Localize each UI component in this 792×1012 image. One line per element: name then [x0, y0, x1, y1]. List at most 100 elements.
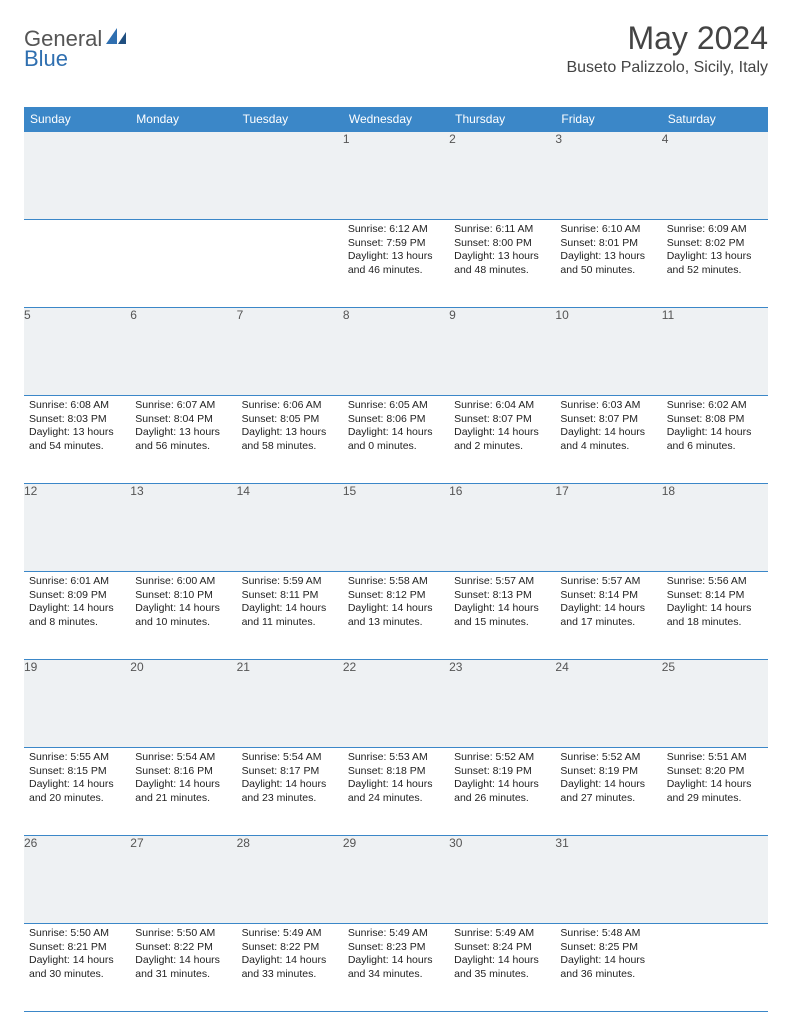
day-cell: Sunrise: 6:08 AMSunset: 8:03 PMDaylight:…	[24, 396, 130, 484]
day-cell: Sunrise: 5:54 AMSunset: 8:17 PMDaylight:…	[237, 748, 343, 836]
day-content: Sunrise: 5:56 AMSunset: 8:14 PMDaylight:…	[662, 572, 768, 634]
day-cell: Sunrise: 6:05 AMSunset: 8:06 PMDaylight:…	[343, 396, 449, 484]
day-number-cell	[130, 132, 236, 220]
day-number-cell: 11	[662, 308, 768, 396]
day-cell: Sunrise: 6:02 AMSunset: 8:08 PMDaylight:…	[662, 396, 768, 484]
day-cell	[130, 220, 236, 308]
day-cell: Sunrise: 6:03 AMSunset: 8:07 PMDaylight:…	[555, 396, 661, 484]
day-content: Sunrise: 6:04 AMSunset: 8:07 PMDaylight:…	[449, 396, 555, 458]
day-cell: Sunrise: 6:04 AMSunset: 8:07 PMDaylight:…	[449, 396, 555, 484]
day-content: Sunrise: 5:59 AMSunset: 8:11 PMDaylight:…	[237, 572, 343, 634]
weekday-header: Thursday	[449, 107, 555, 132]
day-cell: Sunrise: 5:52 AMSunset: 8:19 PMDaylight:…	[555, 748, 661, 836]
day-number-cell: 4	[662, 132, 768, 220]
logo-text-blue: Blue	[24, 46, 68, 71]
day-number-cell: 18	[662, 484, 768, 572]
day-number-cell: 27	[130, 836, 236, 924]
day-content: Sunrise: 5:54 AMSunset: 8:17 PMDaylight:…	[237, 748, 343, 810]
day-cell	[237, 220, 343, 308]
day-cell: Sunrise: 5:59 AMSunset: 8:11 PMDaylight:…	[237, 572, 343, 660]
day-cell: Sunrise: 5:52 AMSunset: 8:19 PMDaylight:…	[449, 748, 555, 836]
day-number-cell: 25	[662, 660, 768, 748]
weekday-header: Monday	[130, 107, 236, 132]
day-cell: Sunrise: 5:57 AMSunset: 8:13 PMDaylight:…	[449, 572, 555, 660]
weekday-header: Wednesday	[343, 107, 449, 132]
day-number-cell: 28	[237, 836, 343, 924]
logo-sail-icon	[106, 28, 128, 51]
header: General May 2024 Buseto Palizzolo, Sicil…	[24, 20, 768, 77]
month-title: May 2024	[566, 20, 768, 57]
day-number-cell: 6	[130, 308, 236, 396]
day-number-cell: 7	[237, 308, 343, 396]
day-cell: Sunrise: 6:06 AMSunset: 8:05 PMDaylight:…	[237, 396, 343, 484]
day-content: Sunrise: 6:11 AMSunset: 8:00 PMDaylight:…	[449, 220, 555, 282]
day-cell: Sunrise: 5:50 AMSunset: 8:22 PMDaylight:…	[130, 924, 236, 1012]
day-content: Sunrise: 5:53 AMSunset: 8:18 PMDaylight:…	[343, 748, 449, 810]
day-cell: Sunrise: 5:57 AMSunset: 8:14 PMDaylight:…	[555, 572, 661, 660]
weekday-header: Tuesday	[237, 107, 343, 132]
day-number-cell: 1	[343, 132, 449, 220]
day-cell: Sunrise: 6:01 AMSunset: 8:09 PMDaylight:…	[24, 572, 130, 660]
day-cell: Sunrise: 5:49 AMSunset: 8:22 PMDaylight:…	[237, 924, 343, 1012]
day-content: Sunrise: 5:50 AMSunset: 8:22 PMDaylight:…	[130, 924, 236, 986]
day-content: Sunrise: 6:05 AMSunset: 8:06 PMDaylight:…	[343, 396, 449, 458]
day-number-cell: 20	[130, 660, 236, 748]
day-content: Sunrise: 5:49 AMSunset: 8:23 PMDaylight:…	[343, 924, 449, 986]
daynum-row: 12131415161718	[24, 484, 768, 572]
day-content: Sunrise: 5:52 AMSunset: 8:19 PMDaylight:…	[449, 748, 555, 810]
day-content: Sunrise: 6:03 AMSunset: 8:07 PMDaylight:…	[555, 396, 661, 458]
day-number-cell: 8	[343, 308, 449, 396]
day-number-cell: 22	[343, 660, 449, 748]
day-cell: Sunrise: 6:07 AMSunset: 8:04 PMDaylight:…	[130, 396, 236, 484]
weekday-header: Friday	[555, 107, 661, 132]
day-content: Sunrise: 6:10 AMSunset: 8:01 PMDaylight:…	[555, 220, 661, 282]
day-number-cell: 21	[237, 660, 343, 748]
day-content: Sunrise: 6:09 AMSunset: 8:02 PMDaylight:…	[662, 220, 768, 282]
day-number-cell: 3	[555, 132, 661, 220]
weekday-header-row: SundayMondayTuesdayWednesdayThursdayFrid…	[24, 107, 768, 132]
day-number-cell	[662, 836, 768, 924]
day-cell: Sunrise: 5:58 AMSunset: 8:12 PMDaylight:…	[343, 572, 449, 660]
day-number-cell: 9	[449, 308, 555, 396]
day-content: Sunrise: 6:07 AMSunset: 8:04 PMDaylight:…	[130, 396, 236, 458]
week-row: Sunrise: 6:12 AMSunset: 7:59 PMDaylight:…	[24, 220, 768, 308]
day-number-cell: 15	[343, 484, 449, 572]
calendar-table: SundayMondayTuesdayWednesdayThursdayFrid…	[24, 107, 768, 1012]
day-number-cell	[237, 132, 343, 220]
day-number-cell: 2	[449, 132, 555, 220]
day-number-cell: 24	[555, 660, 661, 748]
day-content: Sunrise: 6:02 AMSunset: 8:08 PMDaylight:…	[662, 396, 768, 458]
day-number-cell: 5	[24, 308, 130, 396]
day-number-cell: 29	[343, 836, 449, 924]
day-content: Sunrise: 5:58 AMSunset: 8:12 PMDaylight:…	[343, 572, 449, 634]
day-number-cell: 30	[449, 836, 555, 924]
day-content: Sunrise: 5:55 AMSunset: 8:15 PMDaylight:…	[24, 748, 130, 810]
day-content: Sunrise: 5:54 AMSunset: 8:16 PMDaylight:…	[130, 748, 236, 810]
day-content: Sunrise: 6:08 AMSunset: 8:03 PMDaylight:…	[24, 396, 130, 458]
day-number-cell: 17	[555, 484, 661, 572]
day-number-cell: 26	[24, 836, 130, 924]
day-cell: Sunrise: 6:00 AMSunset: 8:10 PMDaylight:…	[130, 572, 236, 660]
day-cell: Sunrise: 6:11 AMSunset: 8:00 PMDaylight:…	[449, 220, 555, 308]
day-cell: Sunrise: 5:55 AMSunset: 8:15 PMDaylight:…	[24, 748, 130, 836]
week-row: Sunrise: 5:55 AMSunset: 8:15 PMDaylight:…	[24, 748, 768, 836]
day-content: Sunrise: 6:12 AMSunset: 7:59 PMDaylight:…	[343, 220, 449, 282]
daynum-row: 1234	[24, 132, 768, 220]
day-number-cell: 10	[555, 308, 661, 396]
day-cell: Sunrise: 5:48 AMSunset: 8:25 PMDaylight:…	[555, 924, 661, 1012]
day-cell: Sunrise: 5:49 AMSunset: 8:24 PMDaylight:…	[449, 924, 555, 1012]
daynum-row: 262728293031	[24, 836, 768, 924]
day-content: Sunrise: 5:48 AMSunset: 8:25 PMDaylight:…	[555, 924, 661, 986]
day-content: Sunrise: 5:51 AMSunset: 8:20 PMDaylight:…	[662, 748, 768, 810]
day-number-cell: 23	[449, 660, 555, 748]
day-content: Sunrise: 5:49 AMSunset: 8:22 PMDaylight:…	[237, 924, 343, 986]
day-content: Sunrise: 5:50 AMSunset: 8:21 PMDaylight:…	[24, 924, 130, 986]
day-number-cell: 31	[555, 836, 661, 924]
day-content: Sunrise: 6:00 AMSunset: 8:10 PMDaylight:…	[130, 572, 236, 634]
day-cell: Sunrise: 6:09 AMSunset: 8:02 PMDaylight:…	[662, 220, 768, 308]
day-number-cell: 14	[237, 484, 343, 572]
day-cell: Sunrise: 6:10 AMSunset: 8:01 PMDaylight:…	[555, 220, 661, 308]
day-number-cell: 12	[24, 484, 130, 572]
location: Buseto Palizzolo, Sicily, Italy	[566, 59, 768, 77]
day-content: Sunrise: 6:01 AMSunset: 8:09 PMDaylight:…	[24, 572, 130, 634]
